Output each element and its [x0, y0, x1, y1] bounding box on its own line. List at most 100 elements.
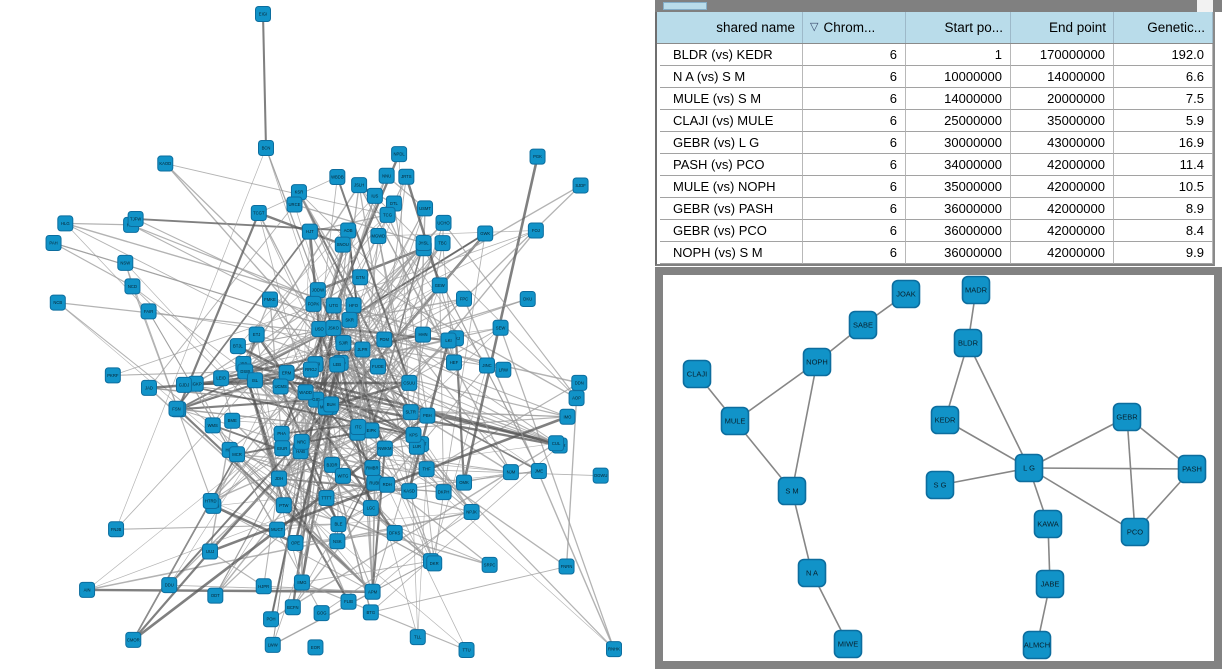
network-node[interactable]: BLE — [330, 516, 347, 533]
network-edge[interactable] — [791, 361, 818, 492]
network-node-jabe[interactable]: JABE — [1035, 569, 1065, 599]
network-node-sabe[interactable]: SABE — [848, 310, 878, 340]
network-node[interactable]: HEF — [445, 354, 462, 371]
column-header-chrom[interactable]: ▽ Chrom... — [803, 12, 906, 43]
network-edge[interactable] — [1028, 416, 1128, 469]
network-node[interactable]: JHSL — [415, 234, 432, 251]
network-node[interactable]: CMOR — [125, 631, 142, 648]
network-node[interactable]: SLTR — [402, 404, 419, 421]
network-node[interactable]: LGC — [362, 500, 379, 517]
network-node[interactable]: NCD — [124, 278, 141, 295]
network-node[interactable]: FSN — [168, 400, 185, 417]
network-node[interactable]: GEW — [431, 277, 448, 294]
table-row[interactable]: MULE (vs) NOPH 6 35000000 42000000 10.5 — [660, 176, 1213, 198]
network-node[interactable]: TLL — [409, 629, 426, 646]
network-node[interactable]: DDN — [571, 374, 588, 391]
network-node[interactable]: JME — [530, 462, 547, 479]
network-node[interactable]: KASD — [401, 483, 418, 500]
network-node[interactable]: TTTT — [318, 490, 335, 507]
network-node[interactable]: ETJ — [248, 326, 265, 343]
network-node[interactable]: FMKE — [262, 291, 279, 308]
table-row[interactable]: CLAJI (vs) MULE 6 25000000 35000000 5.9 — [660, 110, 1213, 132]
network-node[interactable]: TTU — [458, 641, 475, 658]
column-header-shared-name[interactable]: shared name — [660, 12, 803, 43]
network-node[interactable]: PTW — [275, 497, 292, 514]
network-node[interactable]: JSKO — [325, 320, 342, 337]
network-node[interactable]: LRW — [495, 361, 512, 378]
network-node[interactable]: JODW — [309, 282, 326, 299]
network-node[interactable]: NJM — [502, 464, 519, 481]
network-node[interactable]: WADD — [297, 384, 314, 401]
network-node[interactable]: BME — [224, 412, 241, 429]
table-row[interactable]: PASH (vs) PCO 6 34000000 42000000 11.4 — [660, 154, 1213, 176]
network-edge[interactable] — [939, 467, 1030, 486]
network-node[interactable]: FNRN — [558, 558, 575, 575]
network-node[interactable]: LEB — [329, 356, 346, 373]
network-node[interactable]: APM — [364, 583, 381, 600]
network-node[interactable]: JDH — [270, 470, 287, 487]
network-node[interactable]: FLIB — [340, 593, 357, 610]
network-node[interactable]: DFKS — [386, 525, 403, 542]
network-node-mule[interactable]: MULE — [720, 406, 750, 436]
network-node[interactable]: PBH — [419, 407, 436, 424]
network-node[interactable]: SKR — [341, 311, 358, 328]
network-node[interactable]: NPDL — [391, 146, 408, 163]
column-header-end-point[interactable]: End point — [1011, 12, 1114, 43]
network-node[interactable]: NSK — [329, 533, 346, 550]
network-node[interactable]: ODT — [207, 587, 224, 604]
network-node[interactable]: HHN — [415, 326, 432, 343]
network-node-bldr[interactable]: BLDR — [953, 328, 983, 358]
network-node[interactable]: IUS — [366, 187, 383, 204]
network-node[interactable]: TBC — [434, 235, 451, 252]
network-edge[interactable] — [1028, 467, 1136, 533]
network-node[interactable]: IMO — [559, 408, 576, 425]
network-node[interactable]: AIN — [79, 581, 96, 598]
network-node[interactable]: BUH — [323, 396, 340, 413]
table-row[interactable]: GEBR (vs) PASH 6 36000000 42000000 8.9 — [660, 198, 1213, 220]
network-node[interactable]: WITG — [334, 467, 351, 484]
network-node[interactable]: BCFN — [284, 599, 301, 616]
network-node[interactable]: POH — [263, 611, 280, 628]
network-node[interactable]: URCE — [286, 196, 303, 213]
network-node[interactable]: NRC — [293, 433, 310, 450]
network-node[interactable]: FOPK — [305, 295, 322, 312]
network-node[interactable]: BTG — [362, 604, 379, 621]
network-node[interactable]: RMBR — [364, 460, 381, 477]
network-node[interactable]: EOR — [307, 639, 324, 656]
network-node[interactable]: KAOD — [157, 155, 174, 172]
network-node[interactable]: JAD — [140, 379, 157, 396]
network-node[interactable]: MGWD — [370, 228, 387, 245]
network-node[interactable]: SRPC — [481, 556, 498, 573]
network-node[interactable]: MUCT — [269, 521, 286, 538]
network-node[interactable]: DKPH — [435, 484, 452, 501]
network-node[interactable]: FNJB — [108, 521, 125, 538]
network-node[interactable]: AOP — [568, 390, 585, 407]
network-node[interactable]: RDH — [379, 476, 396, 493]
network-node[interactable]: HLG — [57, 215, 74, 232]
network-node[interactable]: PGK — [529, 148, 546, 165]
network-node[interactable]: UUJ — [202, 543, 219, 560]
network-node[interactable]: NSW — [117, 254, 134, 271]
column-header-genetic[interactable]: Genetic... — [1114, 12, 1213, 43]
network-node[interactable]: AOB — [340, 222, 357, 239]
network-node[interactable]: WMS — [204, 417, 221, 434]
network-node[interactable]: OMK — [456, 474, 473, 491]
network-node[interactable]: FAIR — [140, 303, 157, 320]
network-node[interactable]: UCHO — [435, 214, 452, 231]
network-node[interactable]: GJDJ — [175, 376, 192, 393]
table-row[interactable]: BLDR (vs) KEDR 6 1 170000000 192.0 — [660, 44, 1213, 66]
network-node[interactable]: FOJ — [527, 222, 544, 239]
network-node-noph[interactable]: NOPH — [802, 347, 832, 377]
network-node[interactable]: NCB — [49, 294, 66, 311]
network-node[interactable]: BJDR — [324, 456, 341, 473]
network-node[interactable]: TCGT — [250, 205, 267, 222]
network-node-gebr[interactable]: GEBR — [1112, 402, 1142, 432]
network-node[interactable]: SJDF — [572, 177, 589, 194]
network-node[interactable]: MCR — [229, 446, 246, 463]
network-node[interactable]: UCMS — [272, 378, 289, 395]
network-node[interactable]: IIMG — [293, 574, 310, 591]
network-node[interactable]: EIUR — [274, 440, 291, 457]
network-node[interactable]: RNHK — [605, 641, 622, 658]
network-node[interactable]: JLPR — [354, 341, 371, 358]
table-top-scrollbar[interactable] — [655, 0, 1222, 12]
